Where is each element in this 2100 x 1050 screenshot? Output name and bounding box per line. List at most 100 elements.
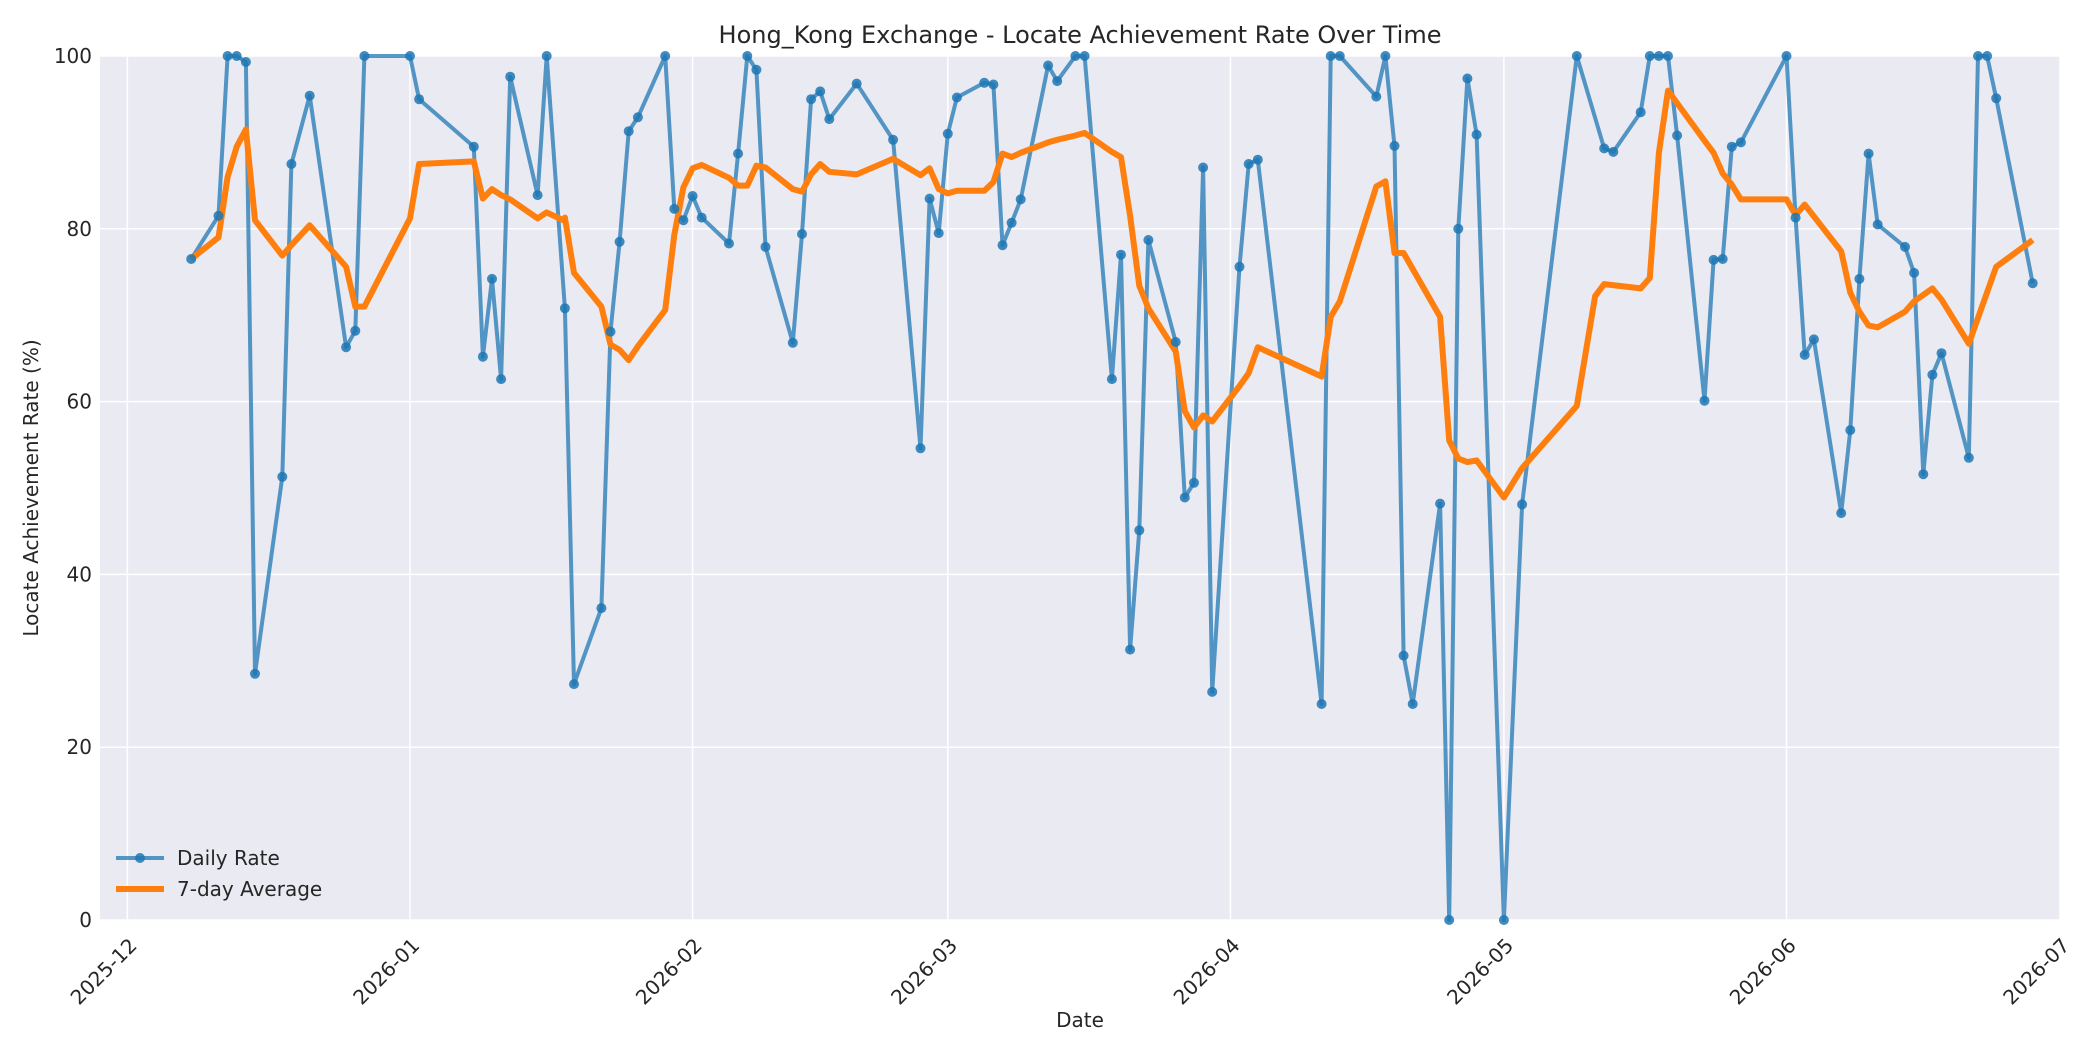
daily-rate-point <box>888 134 899 145</box>
daily-rate-point <box>414 94 425 105</box>
daily-rate-point <box>1143 235 1154 245</box>
daily-rate-point <box>2027 278 2038 289</box>
daily-rate-point <box>1380 51 1391 61</box>
daily-rate-point <box>1653 51 1664 61</box>
daily-rate-point <box>1918 469 1929 480</box>
daily-rate-point <box>1909 267 1920 278</box>
daily-rate-point <box>1717 254 1728 264</box>
daily-rate-point <box>1726 141 1737 152</box>
x-axis-label: Date <box>1056 1008 1104 1032</box>
daily-rate-point <box>1234 261 1245 272</box>
y-tick-label: 20 <box>67 735 92 759</box>
daily-rate-point <box>797 229 807 239</box>
daily-rate-point <box>359 51 370 61</box>
chart-title: Hong_Kong Exchange - Locate Achievement … <box>719 21 1442 49</box>
daily-rate-point <box>231 51 242 61</box>
daily-rate-point <box>1006 217 1017 228</box>
daily-rate-point <box>1608 146 1619 157</box>
daily-rate-point <box>1517 499 1528 510</box>
y-tick-label: 0 <box>79 908 92 932</box>
daily-rate-point <box>1243 159 1254 169</box>
daily-rate-point <box>468 141 479 152</box>
y-tick-label: 100 <box>54 44 92 68</box>
daily-rate-point <box>733 148 744 159</box>
daily-rate-point <box>559 303 570 314</box>
daily-rate-point <box>1781 51 1792 61</box>
daily-rate-point <box>933 228 944 239</box>
daily-rate-point <box>1571 51 1582 61</box>
daily-rate-point <box>660 51 671 61</box>
daily-rate-point <box>186 254 197 264</box>
daily-rate-point <box>1070 51 1081 61</box>
daily-rate-point <box>1708 254 1719 265</box>
daily-rate-point <box>988 79 999 90</box>
daily-rate-point <box>1699 395 1710 406</box>
daily-rate-point <box>1316 699 1327 709</box>
daily-rate-point <box>1927 369 1938 380</box>
seven-day-average-line <box>189 87 2035 501</box>
daily-rate-point <box>1435 498 1446 509</box>
daily-rate-point <box>1079 51 1090 61</box>
daily-rate-point <box>724 238 734 249</box>
daily-rate-point <box>1106 374 1117 385</box>
daily-rate-point <box>760 241 771 252</box>
y-tick-label: 80 <box>67 217 92 241</box>
daily-rate-point <box>1252 154 1263 165</box>
daily-rate-point <box>687 191 698 201</box>
daily-rate-point <box>1453 223 1464 234</box>
daily-rate-point <box>1872 219 1883 230</box>
y-axis-label: Locate Achievement Rate (%) <box>19 339 43 636</box>
legend-7day-average-label: 7-day Average <box>177 877 322 901</box>
daily-rate-point <box>1735 137 1746 148</box>
daily-rate-point <box>979 77 990 88</box>
daily-rate-point <box>1189 477 1199 488</box>
daily-rate-point <box>951 92 962 103</box>
y-tick-label: 60 <box>67 390 92 414</box>
daily-rate-point <box>222 51 233 61</box>
daily-rate-point <box>605 326 616 337</box>
daily-rate-point <box>1334 51 1345 61</box>
daily-rate-point <box>1179 492 1190 503</box>
daily-rate-point <box>277 471 288 482</box>
daily-rate-point <box>997 240 1008 251</box>
daily-rate-point <box>1936 348 1947 359</box>
daily-rate-point <box>1170 337 1181 347</box>
daily-rate-point <box>496 374 507 385</box>
daily-rate-point <box>696 212 707 223</box>
daily-rate-point <box>286 159 297 169</box>
daily-rate-point <box>1635 107 1646 118</box>
daily-rate-point <box>1471 129 1482 140</box>
daily-rate-point <box>806 94 817 105</box>
legend-daily-rate-marker <box>135 853 145 863</box>
daily-rate-point <box>1900 241 1910 252</box>
daily-rate-point <box>1125 644 1136 655</box>
daily-rate-point <box>915 443 926 454</box>
daily-rate-point <box>1389 140 1400 151</box>
plot-area <box>100 56 2060 920</box>
daily-rate-point <box>1116 249 1126 260</box>
daily-rate-point <box>1982 51 1993 61</box>
daily-rate-point <box>623 126 634 137</box>
daily-rate-point <box>1444 915 1455 925</box>
daily-rate-point <box>1052 76 1063 87</box>
daily-rate-point <box>1845 425 1856 436</box>
daily-rate-point <box>477 351 488 362</box>
daily-rate-point <box>1963 452 1974 463</box>
daily-rate-point <box>1973 51 1983 61</box>
daily-rate-point <box>851 78 862 89</box>
daily-rate-point <box>1644 51 1655 61</box>
daily-rate-point <box>405 51 415 61</box>
daily-rate-point <box>1599 143 1610 154</box>
daily-rate-point <box>1808 334 1819 345</box>
daily-rate-point <box>1462 73 1473 84</box>
daily-rate-point <box>1134 525 1145 536</box>
daily-rate-point <box>678 215 689 226</box>
daily-rate-point <box>1371 91 1382 102</box>
daily-rate-point <box>1207 686 1218 697</box>
daily-rate-point <box>924 193 935 204</box>
daily-rate-point <box>1672 130 1683 141</box>
daily-rate-point <box>532 190 543 201</box>
daily-rate-point <box>787 337 798 348</box>
daily-rate-point <box>1836 508 1847 519</box>
